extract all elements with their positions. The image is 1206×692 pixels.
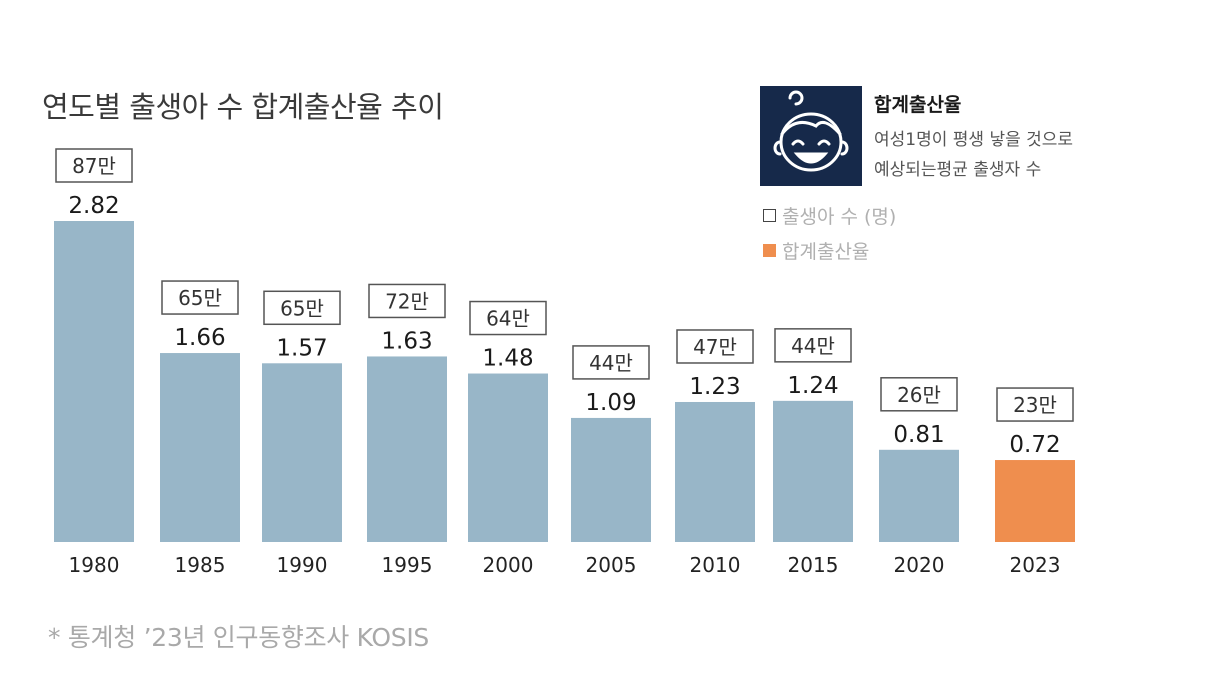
bar-1980 [54, 221, 134, 542]
x-tick-2000: 2000 [483, 553, 534, 577]
chart-title: 연도별 출생아 수 합계출산율 추이 [42, 90, 444, 124]
births-label-2023: 23만 [1013, 393, 1057, 417]
births-box-2023 [996, 387, 1074, 422]
value-label-2010: 1.23 [689, 374, 740, 400]
bar-2023 [995, 460, 1075, 542]
value-label-2020: 0.81 [893, 422, 944, 448]
births-box-1990 [263, 290, 341, 326]
baby-face-icon [773, 90, 849, 172]
legend-label-births: 출생아 수 (명) [782, 206, 897, 228]
x-tick-2023: 2023 [1010, 553, 1061, 577]
value-label-2023: 0.72 [1009, 432, 1060, 458]
x-tick-1985: 1985 [175, 553, 226, 577]
x-tick-1995: 1995 [382, 553, 433, 577]
births-box-2000 [469, 300, 547, 336]
value-label-2005: 1.09 [585, 390, 636, 416]
births-box-1980 [55, 148, 133, 183]
births-label-2005: 44만 [589, 351, 633, 375]
births-box-1995 [368, 283, 446, 319]
x-tick-2015: 2015 [788, 553, 839, 577]
info-title: 합계출산율 [874, 94, 962, 116]
legend-item-births: 출생아 수 (명) [763, 202, 896, 229]
source-note: * 통계청 ’23년 인구동향조사 KOSIS [48, 623, 429, 652]
value-label-2015: 1.24 [787, 373, 838, 399]
bar-1985 [160, 353, 240, 542]
births-box-2005 [572, 345, 650, 380]
value-label-1990: 1.57 [276, 335, 327, 361]
bar-2005 [571, 417, 651, 542]
value-label-1985: 1.66 [174, 325, 225, 351]
info-desc-line-2: 예상되는평균 출생자 수 [874, 160, 1042, 180]
births-label-2015: 44만 [791, 334, 835, 358]
births-label-2000: 64만 [486, 307, 530, 331]
value-label-2000: 1.48 [482, 346, 533, 372]
births-box-2010 [676, 329, 754, 364]
x-tick-1990: 1990 [277, 553, 328, 577]
bar-1990 [262, 363, 342, 542]
births-label-2010: 47만 [693, 335, 737, 359]
x-tick-2020: 2020 [894, 553, 945, 577]
births-box-1985 [161, 280, 239, 315]
x-tick-1980: 1980 [69, 553, 120, 577]
births-box-2020 [880, 377, 958, 412]
info-description: 여성1명이 평생 낳을 것으로 예상되는평균 출생자 수 [874, 125, 1073, 185]
births-label-1990: 65만 [280, 296, 324, 320]
legend-swatch-births [763, 209, 776, 222]
value-label-1995: 1.63 [381, 328, 432, 354]
legend-item-rate: 합계출산율 [763, 237, 869, 264]
value-label-1980: 2.82 [68, 193, 119, 219]
bar-2010 [675, 401, 755, 542]
legend-swatch-rate [763, 244, 776, 257]
births-box-2015 [774, 328, 852, 363]
info-desc-line-1: 여성1명이 평생 낳을 것으로 [874, 130, 1074, 150]
x-tick-2005: 2005 [586, 553, 637, 577]
legend-label-rate: 합계출산율 [782, 241, 870, 263]
births-label-1980: 87만 [72, 154, 116, 178]
births-label-1985: 65만 [178, 286, 222, 310]
births-label-1995: 72만 [385, 289, 429, 313]
bar-1995 [367, 356, 447, 542]
bar-2000 [468, 373, 548, 542]
x-tick-2010: 2010 [690, 553, 741, 577]
bar-2020 [879, 449, 959, 542]
bar-2015 [773, 400, 853, 542]
info-icon-box [760, 86, 862, 186]
births-label-2020: 26만 [897, 383, 941, 407]
